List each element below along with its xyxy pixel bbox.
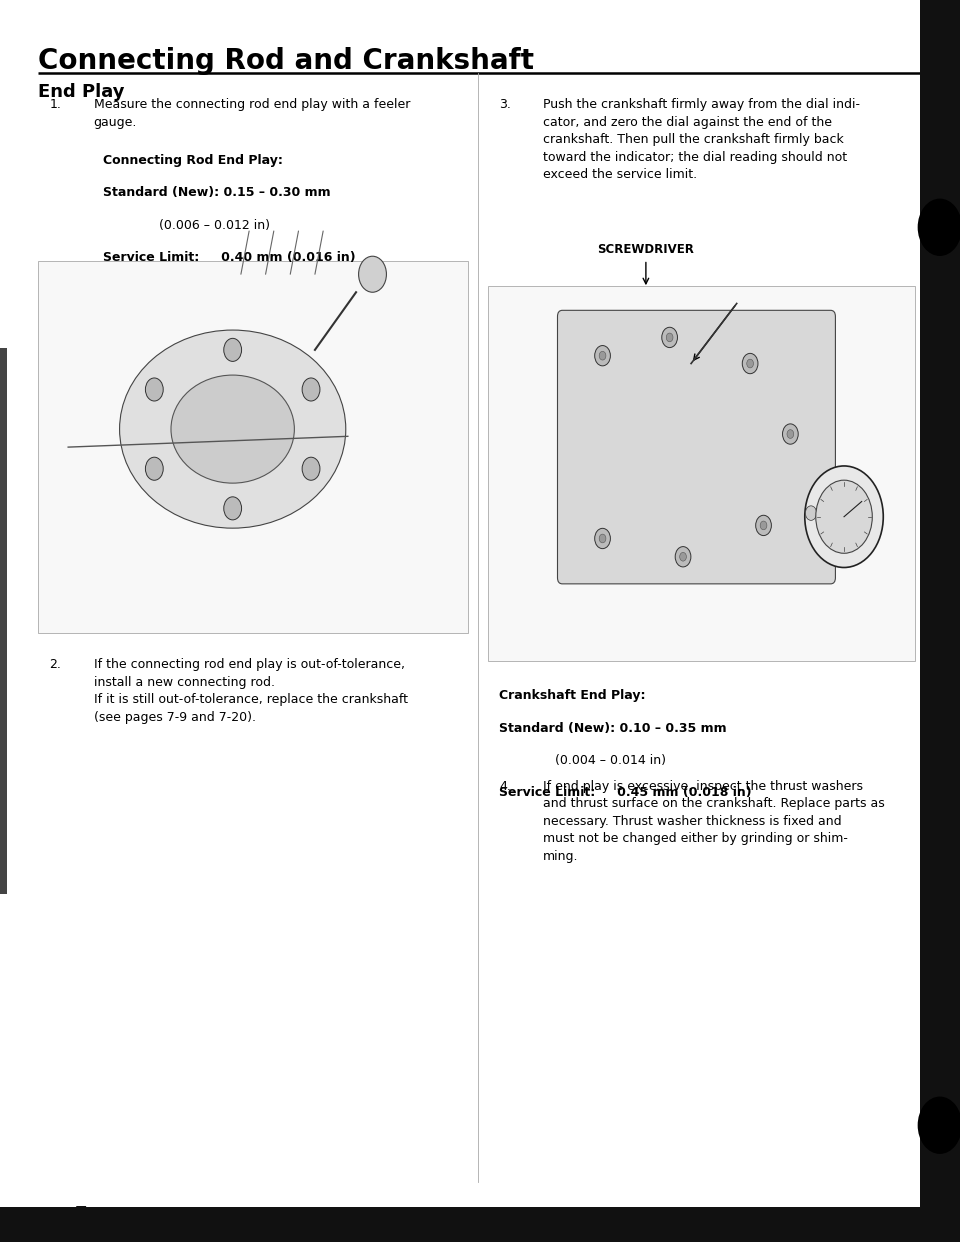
Text: manualpro.com: manualpro.com — [101, 1212, 182, 1222]
Text: (0.006 – 0.012 in): (0.006 – 0.012 in) — [104, 219, 271, 231]
Circle shape — [816, 481, 873, 553]
Text: 6: 6 — [87, 1208, 98, 1223]
Text: Standard (New): 0.10 – 0.35 mm: Standard (New): 0.10 – 0.35 mm — [499, 722, 727, 734]
Bar — [488, 286, 915, 661]
Text: Crankshaft End Play:: Crankshaft End Play: — [499, 689, 646, 702]
Circle shape — [760, 522, 767, 530]
Circle shape — [599, 534, 606, 543]
Circle shape — [756, 515, 772, 535]
Circle shape — [787, 430, 794, 438]
Text: 4.: 4. — [499, 780, 511, 792]
Circle shape — [805, 505, 817, 520]
Circle shape — [145, 378, 163, 401]
Ellipse shape — [120, 330, 346, 528]
Circle shape — [782, 424, 798, 445]
Text: www.: www. — [38, 1212, 66, 1222]
Text: SCREWDRIVER: SCREWDRIVER — [597, 243, 694, 256]
Text: 2.: 2. — [50, 658, 61, 671]
Text: Push the crankshaft firmly away from the dial indi-
cator, and zero the dial aga: Push the crankshaft firmly away from the… — [543, 98, 860, 181]
Text: 3.: 3. — [499, 98, 511, 111]
Text: 1.: 1. — [50, 98, 61, 111]
Circle shape — [302, 457, 320, 481]
Ellipse shape — [171, 375, 295, 483]
Circle shape — [594, 345, 611, 366]
Circle shape — [145, 457, 163, 481]
Circle shape — [599, 351, 606, 360]
Circle shape — [747, 359, 754, 368]
Text: Measure the connecting rod end play with a feeler
gauge.: Measure the connecting rod end play with… — [94, 98, 410, 129]
Circle shape — [918, 1097, 960, 1154]
Bar — [0, 1207, 960, 1242]
Bar — [0, 348, 7, 894]
Text: End Play: End Play — [38, 83, 125, 101]
Text: Connecting Rod and Crankshaft: Connecting Rod and Crankshaft — [38, 47, 534, 76]
Circle shape — [742, 354, 758, 374]
Text: Service Limit:     0.45 mm (0.018 in): Service Limit: 0.45 mm (0.018 in) — [499, 786, 752, 799]
Text: Standard (New): 0.15 – 0.30 mm: Standard (New): 0.15 – 0.30 mm — [104, 186, 331, 199]
Circle shape — [918, 199, 960, 256]
Circle shape — [804, 466, 883, 568]
Circle shape — [359, 256, 387, 292]
Text: If end play is excessive, inspect the thrust washers
and thrust surface on the c: If end play is excessive, inspect the th… — [543, 780, 885, 863]
Text: carmanualsonline.info: carmanualsonline.info — [805, 1212, 922, 1222]
Circle shape — [666, 333, 673, 342]
Bar — [38, 261, 468, 633]
Circle shape — [224, 497, 242, 520]
Circle shape — [661, 327, 678, 348]
Circle shape — [302, 378, 320, 401]
Circle shape — [675, 546, 691, 566]
Circle shape — [224, 338, 242, 361]
Text: Connecting Rod End Play:: Connecting Rod End Play: — [104, 154, 283, 166]
Circle shape — [680, 553, 686, 561]
Bar — [920, 0, 960, 1242]
Text: If the connecting rod end play is out-of-tolerance,
install a new connecting rod: If the connecting rod end play is out-of… — [94, 658, 408, 724]
FancyBboxPatch shape — [558, 310, 835, 584]
Text: (0.004 – 0.014 in): (0.004 – 0.014 in) — [499, 754, 666, 766]
Text: 7: 7 — [75, 1206, 87, 1223]
Text: Service Limit:     0.40 mm (0.016 in): Service Limit: 0.40 mm (0.016 in) — [104, 251, 356, 263]
Circle shape — [594, 528, 611, 549]
